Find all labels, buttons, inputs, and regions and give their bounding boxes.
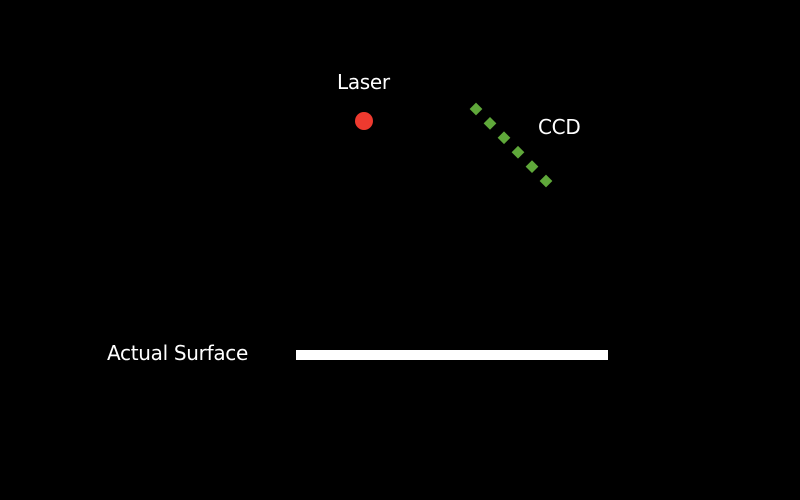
ccd-pixel: [483, 117, 497, 130]
actual-surface: [296, 350, 608, 360]
ccd-pixel: [511, 145, 525, 159]
ccd-pixel: [539, 174, 553, 188]
laser-label: Laser: [337, 70, 390, 94]
ccd-pixel: [525, 160, 539, 173]
actual-surface-label: Actual Surface: [107, 341, 249, 365]
ccd-pixel: [469, 102, 483, 116]
ccd-pixel: [497, 131, 511, 145]
laser-source: [355, 112, 373, 130]
ccd-label: CCD: [538, 115, 581, 139]
